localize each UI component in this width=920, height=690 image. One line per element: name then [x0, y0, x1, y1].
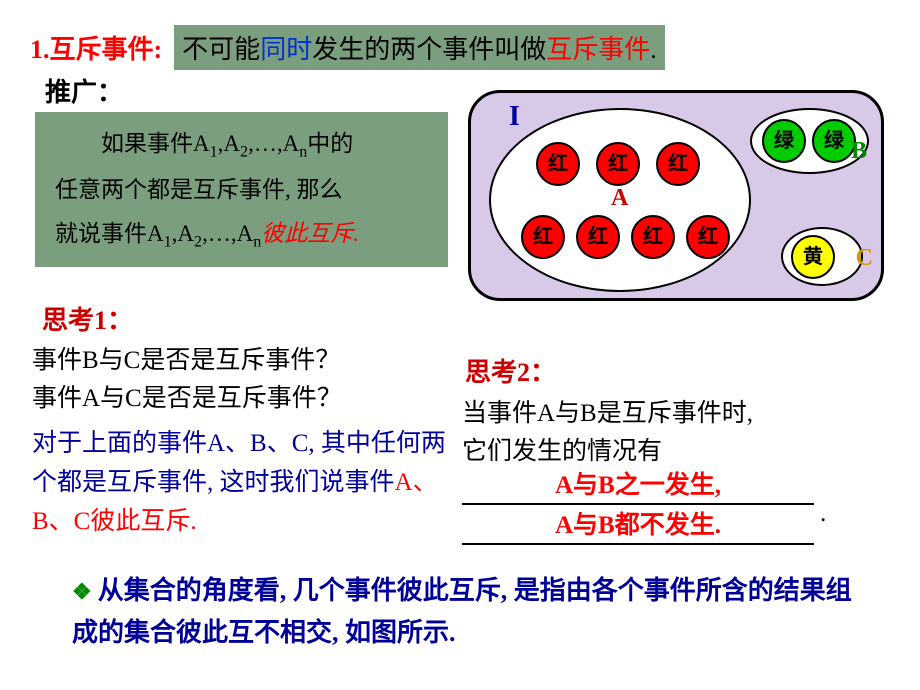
definition-highlight: 不可能同时发生的两个事件叫做互斥事件. — [174, 25, 665, 70]
label-I: I — [509, 101, 520, 133]
ext-l3end: 彼此互斥. — [261, 221, 359, 246]
def-pre: 不可能 — [182, 35, 260, 64]
def-end: . — [650, 35, 657, 64]
red-ball: 红 — [521, 215, 565, 259]
venn-diagram: I A 红红红红红红红 绿绿 B 黄 C — [468, 90, 884, 301]
q2-line1: 当事件A与B是互斥事件时, — [462, 400, 753, 427]
red-ball: 红 — [631, 215, 675, 259]
red-ball: 红 — [656, 142, 700, 186]
ext-l1b: ,A — [218, 131, 240, 156]
extension-box: 如果事件A1,A2,…,An中的 任意两个都是互斥事件, 那么 就说事件A1,A… — [35, 112, 448, 267]
q1-line2: 事件A与C是否是互斥事件？ — [32, 385, 342, 412]
green-ball: 绿 — [762, 119, 806, 163]
blank-1: A与B之一发生, — [462, 465, 814, 505]
ext-l2: 任意两个都是互斥事件, 那么 — [55, 177, 343, 202]
think2-title: 思考2： — [465, 352, 556, 389]
think1-question: 事件B与C是否是互斥事件？ 事件A与C是否是互斥事件？ — [32, 342, 342, 417]
ans1-pre: 对于上面的事件A、B、C, 其中任何两个都是互斥事件, 这时我们说事件 — [32, 430, 446, 496]
def-mid: 同时 — [260, 35, 312, 64]
ext-l3a: 就说事件A — [55, 221, 164, 246]
think1-answer: 对于上面的事件A、B、C, 其中任何两个都是互斥事件, 这时我们说事件A、B、C… — [32, 425, 452, 541]
ext-l3c: ,…,A — [202, 221, 253, 246]
red-ball: 红 — [536, 142, 580, 186]
set-A: A 红红红红红红红 — [489, 108, 751, 292]
section-title: 1.互斥事件: 不可能同时发生的两个事件叫做互斥事件. — [30, 25, 900, 70]
green-ball: 绿 — [812, 119, 856, 163]
extension-subtitle: 推广： — [45, 72, 123, 109]
red-ball: 红 — [686, 215, 730, 259]
blank2-dot: . — [820, 500, 826, 528]
think1-title: 思考1： — [42, 300, 133, 337]
red-ball: 红 — [596, 142, 640, 186]
label-C: C — [856, 245, 873, 272]
def-post: 发生的两个事件叫做 — [312, 35, 546, 64]
red-ball: 红 — [576, 215, 620, 259]
title-number: 1.互斥事件: — [30, 29, 162, 66]
conclusion-text: 从集合的角度看, 几个事件彼此互斥, 是指由各个事件所含的结果组成的集合彼此互不… — [72, 576, 852, 647]
bullet-icon: ❖ — [72, 579, 92, 604]
ext-l1a: 如果事件A — [101, 131, 210, 156]
blank-2: A与B都不发生. — [462, 505, 814, 545]
def-term: 互斥事件 — [546, 35, 650, 64]
set-C: 黄 — [781, 227, 863, 286]
ext-l1d: 中的 — [307, 131, 353, 156]
q1-line1: 事件B与C是否是互斥事件？ — [32, 347, 340, 374]
conclusion: ❖从集合的角度看, 几个事件彼此互斥, 是指由各个事件所含的结果组成的集合彼此互… — [72, 570, 862, 653]
label-B: B — [851, 138, 867, 165]
q2-line2: 它们发生的情况有 — [462, 438, 662, 465]
ext-l3b: ,A — [172, 221, 194, 246]
label-A: A — [611, 185, 628, 212]
think2-question: 当事件A与B是互斥事件时, 它们发生的情况有 — [462, 395, 892, 470]
yellow-ball: 黄 — [791, 235, 835, 279]
ext-l1c: ,…,A — [248, 131, 299, 156]
